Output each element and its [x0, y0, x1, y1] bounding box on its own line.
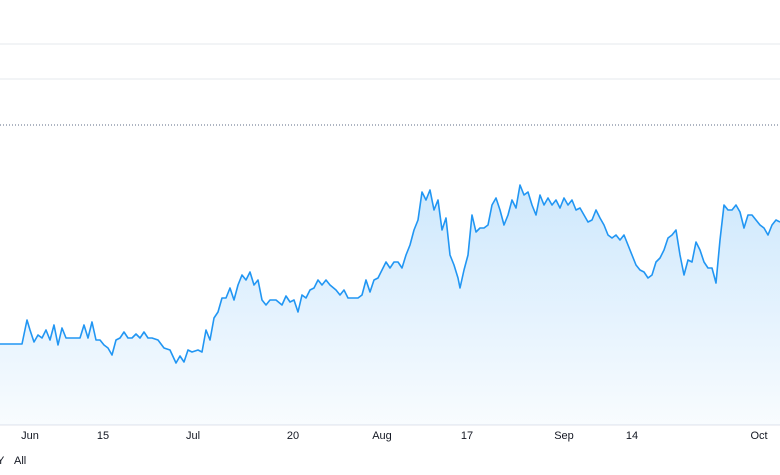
x-tick-label: 15 [97, 430, 109, 442]
x-tick-label: 17 [461, 430, 473, 442]
x-tick-label: 14 [626, 430, 638, 442]
x-tick-label: Jul [186, 430, 200, 442]
x-tick-label: Jun [21, 430, 39, 442]
range-button[interactable]: All [14, 455, 26, 467]
x-tick-label: 20 [287, 430, 299, 442]
line [0, 184, 780, 364]
x-tick-label: Aug [372, 430, 392, 442]
x-tick-label: Sep [554, 430, 574, 442]
x-tick-label: Oct [750, 430, 767, 442]
range-button[interactable]: Y [0, 455, 5, 467]
area [0, 185, 780, 425]
